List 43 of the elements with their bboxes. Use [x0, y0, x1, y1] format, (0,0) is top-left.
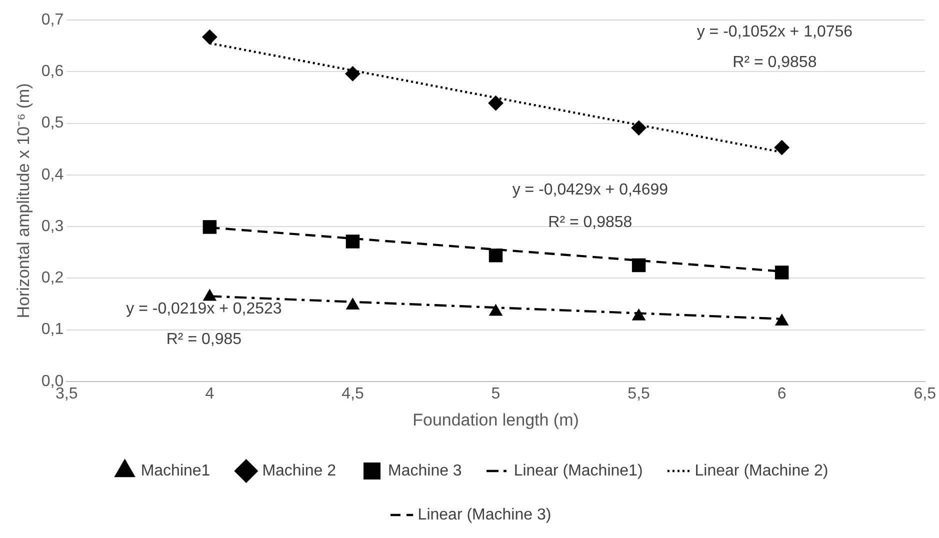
point — [632, 258, 646, 272]
y-tick-label: 0,1 — [41, 321, 64, 338]
y-tick-label: 0,6 — [41, 63, 64, 80]
y-tick-label: 0,5 — [41, 114, 64, 132]
point — [488, 96, 504, 111]
legend-label: Linear (Machine 3) — [418, 506, 552, 524]
x-tick-label: 5 — [491, 385, 500, 402]
x-tick-label: 6,5 — [914, 385, 936, 402]
legend-label: Machine 3 — [388, 462, 462, 480]
point — [774, 140, 790, 156]
annotation: y = -0,1052x + 1,0756 — [696, 23, 853, 40]
x-tick-label: 4,5 — [342, 385, 364, 402]
point — [631, 120, 646, 136]
legend-label: Linear (Machine 2) — [694, 462, 828, 480]
x-tick-label: 3,5 — [56, 385, 78, 402]
x-axis-title: Foundation length (m) — [412, 410, 579, 430]
annotation: R² = 0,9858 — [732, 54, 817, 72]
point — [203, 289, 216, 301]
annotation: R² = 0,985 — [166, 331, 242, 348]
legend-label: Linear (Machine1) — [514, 462, 643, 480]
y-tick-label: 0,3 — [41, 218, 64, 235]
point — [346, 298, 360, 310]
y-tick-label: 0,7 — [41, 11, 64, 28]
point — [489, 304, 502, 316]
point — [202, 30, 218, 45]
point — [632, 308, 646, 320]
point — [488, 248, 503, 262]
legend-label: Machine1 — [140, 462, 210, 480]
y-axis-title: Horizontal amplitude x 10⁻⁶ (m) — [14, 83, 33, 318]
x-tick-label: 5,5 — [628, 385, 650, 402]
x-tick-label: 6 — [777, 385, 786, 402]
y-tick-label: 0,4 — [41, 166, 64, 184]
annotation: R² = 0,9858 — [548, 214, 632, 231]
legend-label: Machine 2 — [262, 462, 336, 480]
point — [202, 220, 217, 234]
point — [774, 266, 789, 280]
y-tick-label: 0,2 — [41, 270, 64, 287]
point — [775, 314, 788, 326]
point — [345, 66, 360, 82]
x-tick-label: 4 — [205, 385, 214, 402]
annotation: y = -0,0219x + 0,2523 — [126, 300, 282, 318]
point — [346, 234, 360, 248]
annotation: y = -0,0429x + 0,4699 — [512, 181, 668, 198]
